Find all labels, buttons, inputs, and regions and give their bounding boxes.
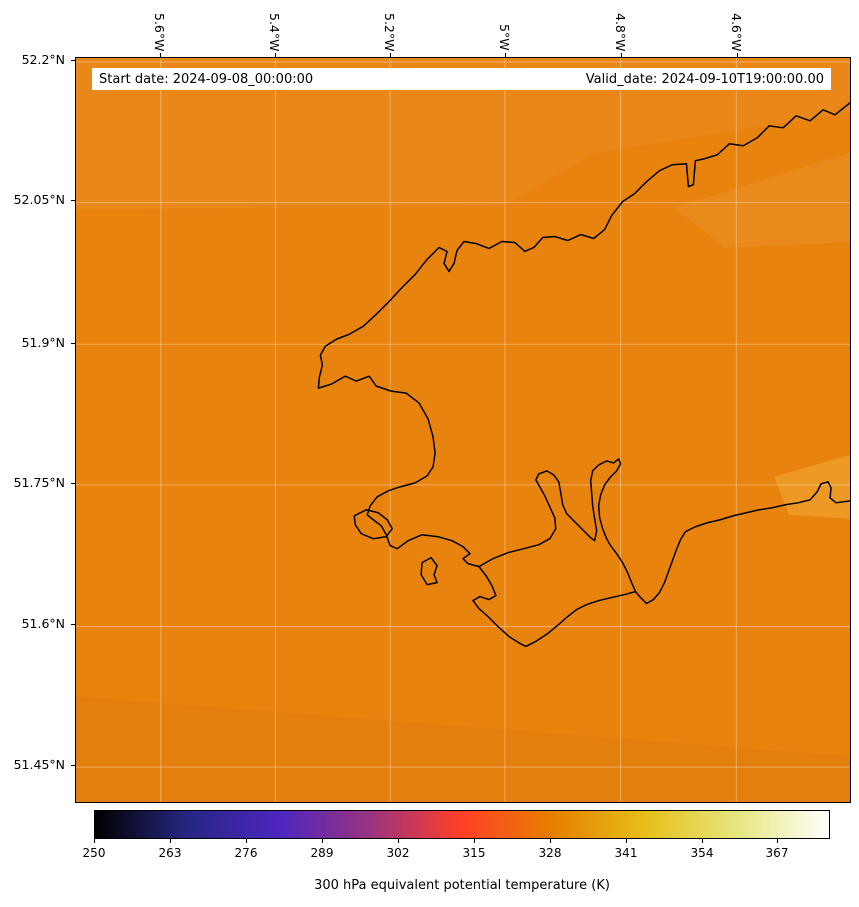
y-tick-label: 52.05°N — [13, 192, 65, 207]
colorbar-tick-mark — [626, 839, 627, 843]
x-tick-label: 5.4°W — [267, 12, 282, 52]
colorbar-tick-mark — [94, 839, 95, 843]
x-axis: 5.6°W 5.4°W 5.2°W 5°W 4.8°W 4.6°W — [0, 0, 859, 57]
x-tick-mark — [390, 53, 391, 57]
colorbar-tick-mark — [474, 839, 475, 843]
colorbar-tick-label: 289 — [310, 846, 334, 860]
colorbar-gradient — [94, 810, 830, 839]
x-tick-mark — [160, 53, 161, 57]
colorbar-tick-mark — [702, 839, 703, 843]
y-tick-mark — [71, 765, 75, 766]
map-plot: Start date: 2024-09-08_00:00:00 Valid_da… — [75, 57, 851, 803]
colorbar-tick-label: 367 — [765, 846, 789, 860]
x-tick-label: 4.6°W — [729, 12, 744, 52]
field-shading-patches — [76, 58, 850, 519]
y-tick-mark — [71, 624, 75, 625]
colorbar-tick-label: 341 — [614, 846, 638, 860]
colorbar-tick-label: 276 — [234, 846, 258, 860]
x-tick-label: 5.2°W — [382, 12, 397, 52]
start-date-label: Start date: 2024-09-08_00:00:00 — [99, 71, 314, 87]
colorbar-tick-label: 263 — [158, 846, 182, 860]
y-tick-mark — [71, 343, 75, 344]
map-field — [76, 58, 850, 802]
colorbar-axis-label: 300 hPa equivalent potential temperature… — [314, 878, 610, 893]
colorbar-tick-label: 250 — [82, 846, 106, 860]
colorbar-tick-label: 354 — [690, 846, 714, 860]
colorbar-tick-mark — [322, 839, 323, 843]
y-axis: 52.2°N 52.05°N 51.9°N 51.75°N 51.6°N 51.… — [0, 0, 75, 907]
x-tick-label: 5.6°W — [152, 12, 167, 52]
colorbar-tick-label: 302 — [386, 846, 410, 860]
y-tick-label: 51.9°N — [21, 335, 65, 350]
x-tick-mark — [621, 53, 622, 57]
y-tick-mark — [71, 483, 75, 484]
valid-date-label: Valid_date: 2024-09-10T19:00:00.00 — [585, 71, 824, 87]
colorbar-tick-mark — [246, 839, 247, 843]
colorbar-tick-mark — [170, 839, 171, 843]
x-tick-mark — [737, 53, 738, 57]
y-tick-mark — [71, 200, 75, 201]
y-tick-label: 51.75°N — [13, 475, 65, 490]
coastline-path — [317, 102, 850, 648]
colorbar-tick-mark — [398, 839, 399, 843]
x-tick-mark — [275, 53, 276, 57]
map-svg — [76, 58, 850, 802]
colorbar-tick-mark — [777, 839, 778, 843]
x-tick-label: 5°W — [497, 24, 512, 51]
x-tick-label: 4.8°W — [613, 12, 628, 52]
colorbar-tick-mark — [550, 839, 551, 843]
y-tick-label: 52.2°N — [21, 52, 65, 67]
y-tick-label: 51.45°N — [13, 757, 65, 772]
x-tick-mark — [505, 53, 506, 57]
gridlines — [76, 58, 850, 802]
colorbar-tick-label: 315 — [462, 846, 486, 860]
y-tick-label: 51.6°N — [21, 616, 65, 631]
date-strip: Start date: 2024-09-08_00:00:00 Valid_da… — [92, 68, 831, 90]
colorbar-tick-label: 328 — [538, 846, 562, 860]
y-tick-mark — [71, 60, 75, 61]
